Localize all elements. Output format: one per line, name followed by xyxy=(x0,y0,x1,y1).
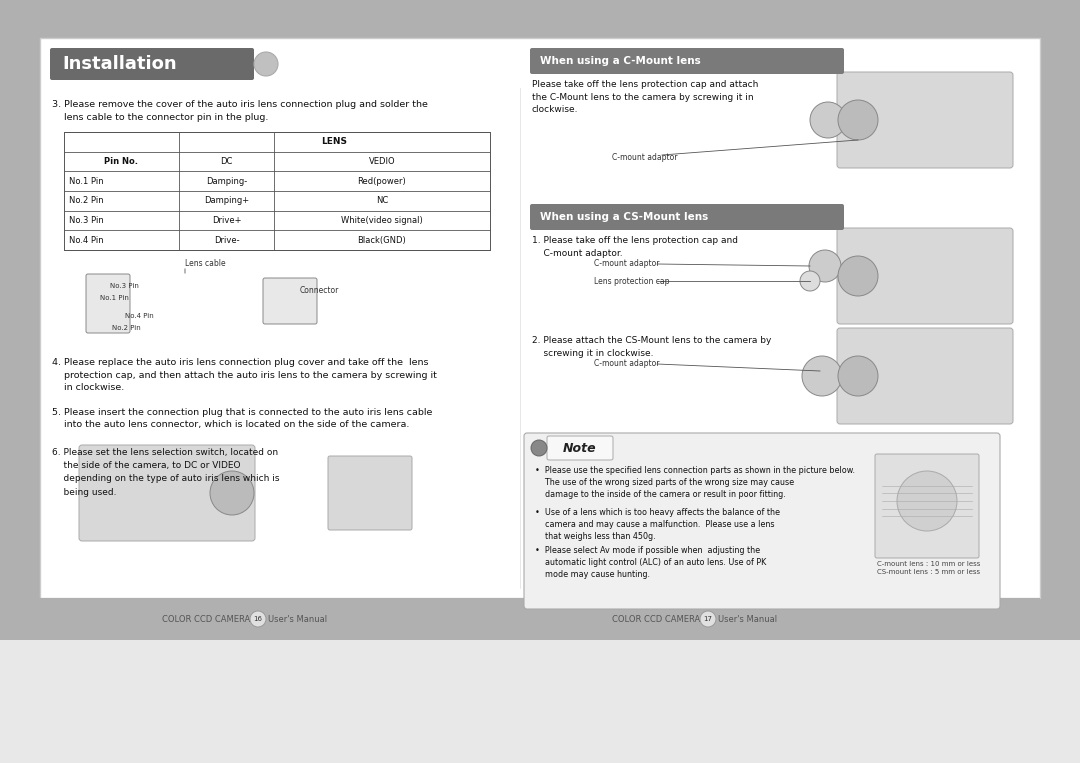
Text: 3. Please remove the cover of the auto iris lens connection plug and solder the
: 3. Please remove the cover of the auto i… xyxy=(52,100,428,121)
Text: Lens cable: Lens cable xyxy=(185,259,226,268)
Circle shape xyxy=(838,256,878,296)
Text: C-mount adaptor: C-mount adaptor xyxy=(594,359,660,369)
Text: No.3 Pin: No.3 Pin xyxy=(110,283,139,289)
Text: Please take off the lens protection cap and attach
the C-Mount lens to the camer: Please take off the lens protection cap … xyxy=(532,80,758,114)
FancyBboxPatch shape xyxy=(524,433,1000,609)
Circle shape xyxy=(210,471,254,515)
FancyBboxPatch shape xyxy=(837,328,1013,424)
Text: 5. Please insert the connection plug that is connected to the auto iris lens cab: 5. Please insert the connection plug tha… xyxy=(52,408,432,430)
FancyBboxPatch shape xyxy=(546,436,613,460)
Text: White(video signal): White(video signal) xyxy=(341,216,423,225)
FancyBboxPatch shape xyxy=(264,278,318,324)
Text: 4. Please replace the auto iris lens connection plug cover and take off the  len: 4. Please replace the auto iris lens con… xyxy=(52,358,437,392)
Text: 6. Please set the lens selection switch, located on
    the side of the camera, : 6. Please set the lens selection switch,… xyxy=(52,448,280,497)
Circle shape xyxy=(838,356,878,396)
Circle shape xyxy=(249,611,266,627)
Text: No.4 Pin: No.4 Pin xyxy=(125,313,153,319)
Text: When using a C-Mount lens: When using a C-Mount lens xyxy=(540,56,701,66)
Circle shape xyxy=(897,471,957,531)
FancyBboxPatch shape xyxy=(50,48,254,80)
Text: Installation: Installation xyxy=(62,55,177,73)
Text: No.1 Pin: No.1 Pin xyxy=(100,295,129,301)
FancyBboxPatch shape xyxy=(86,274,130,333)
Text: VEDIO: VEDIO xyxy=(368,157,395,166)
Circle shape xyxy=(809,250,841,282)
Circle shape xyxy=(800,271,820,291)
Text: COLOR CCD CAMERA: COLOR CCD CAMERA xyxy=(611,614,700,623)
Circle shape xyxy=(810,102,846,138)
Text: Drive+: Drive+ xyxy=(212,216,241,225)
Text: Note: Note xyxy=(563,442,597,455)
Text: No.2 Pin: No.2 Pin xyxy=(112,325,140,331)
Bar xyxy=(0,640,1080,763)
Text: LENS: LENS xyxy=(322,137,348,146)
Text: Drive-: Drive- xyxy=(214,236,240,245)
Text: C-mount lens : 10 mm or less
CS-mount lens : 5 mm or less: C-mount lens : 10 mm or less CS-mount le… xyxy=(877,561,981,575)
Text: No.1 Pin: No.1 Pin xyxy=(69,177,104,185)
Text: •  Use of a lens which is too heavy affects the balance of the
    camera and ma: • Use of a lens which is too heavy affec… xyxy=(535,508,780,541)
Text: When using a CS-Mount lens: When using a CS-Mount lens xyxy=(540,212,708,222)
Circle shape xyxy=(531,440,546,456)
Text: •  Please use the specified lens connection parts as shown in the picture below.: • Please use the specified lens connecti… xyxy=(535,466,855,498)
Text: Connector: Connector xyxy=(300,286,339,295)
Text: 2. Please attach the CS-Mount lens to the camera by
    screwing it in clockwise: 2. Please attach the CS-Mount lens to th… xyxy=(532,336,771,358)
FancyBboxPatch shape xyxy=(837,228,1013,324)
Circle shape xyxy=(802,356,842,396)
Text: C-mount adaptor: C-mount adaptor xyxy=(594,259,660,269)
Text: No.4 Pin: No.4 Pin xyxy=(69,236,104,245)
Text: C-mount adaptor: C-mount adaptor xyxy=(612,153,677,163)
Text: Black(GND): Black(GND) xyxy=(357,236,406,245)
Text: DC: DC xyxy=(220,157,232,166)
FancyBboxPatch shape xyxy=(875,454,978,558)
Text: COLOR CCD CAMERA: COLOR CCD CAMERA xyxy=(162,614,249,623)
Bar xyxy=(64,132,490,250)
Text: User's Manual: User's Manual xyxy=(268,614,327,623)
FancyBboxPatch shape xyxy=(530,204,843,230)
Text: Damping-: Damping- xyxy=(206,177,247,185)
Bar xyxy=(40,38,1040,598)
Circle shape xyxy=(838,100,878,140)
Text: No.3 Pin: No.3 Pin xyxy=(69,216,104,225)
Text: •  Please select Av mode if possible when  adjusting the
    automatic light con: • Please select Av mode if possible when… xyxy=(535,546,766,578)
Text: 16: 16 xyxy=(254,616,262,622)
Bar xyxy=(40,598,1040,640)
Text: Red(power): Red(power) xyxy=(357,177,406,185)
FancyBboxPatch shape xyxy=(328,456,411,530)
Circle shape xyxy=(700,611,716,627)
Text: User's Manual: User's Manual xyxy=(718,614,778,623)
FancyBboxPatch shape xyxy=(837,72,1013,168)
Circle shape xyxy=(254,52,278,76)
Text: NC: NC xyxy=(376,196,388,205)
FancyBboxPatch shape xyxy=(79,445,255,541)
Text: 17: 17 xyxy=(703,616,713,622)
Text: 1. Please take off the lens protection cap and
    C-mount adaptor.: 1. Please take off the lens protection c… xyxy=(532,236,738,257)
FancyBboxPatch shape xyxy=(530,48,843,74)
Text: Damping+: Damping+ xyxy=(204,196,249,205)
Text: No.2 Pin: No.2 Pin xyxy=(69,196,104,205)
Text: Lens protection cap: Lens protection cap xyxy=(594,276,670,285)
Text: Pin No.: Pin No. xyxy=(105,157,138,166)
